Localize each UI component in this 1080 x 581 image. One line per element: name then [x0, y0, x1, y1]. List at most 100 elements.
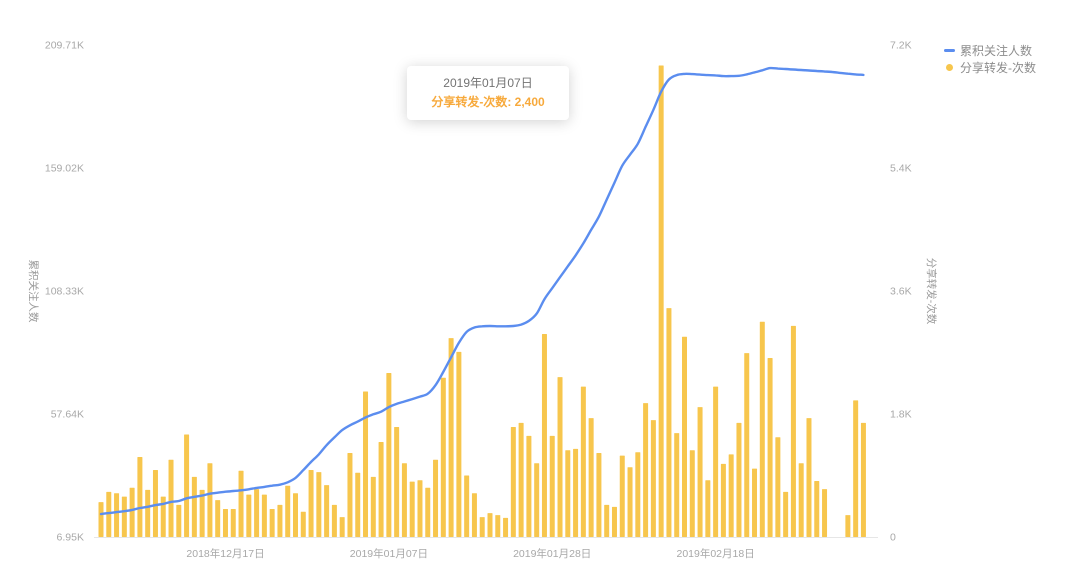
- bar[interactable]: [588, 418, 594, 537]
- bar[interactable]: [697, 407, 703, 537]
- bar[interactable]: [277, 504, 283, 537]
- legend-item-cumulative-followers[interactable]: 累积关注人数: [944, 42, 1036, 59]
- bar[interactable]: [627, 467, 633, 537]
- bar[interactable]: [184, 434, 190, 538]
- bar[interactable]: [814, 480, 820, 537]
- bar[interactable]: [300, 511, 306, 537]
- bar[interactable]: [401, 463, 407, 537]
- bar[interactable]: [363, 391, 369, 537]
- bar[interactable]: [845, 515, 851, 537]
- bar[interactable]: [394, 426, 400, 537]
- bar[interactable]: [98, 502, 104, 537]
- bar[interactable]: [487, 513, 493, 537]
- bar[interactable]: [705, 480, 711, 537]
- bar[interactable]: [222, 508, 228, 537]
- bar[interactable]: [355, 472, 361, 537]
- bar[interactable]: [199, 489, 205, 537]
- bar[interactable]: [860, 422, 866, 537]
- bar[interactable]: [744, 353, 750, 537]
- bar[interactable]: [541, 334, 547, 537]
- bar[interactable]: [440, 377, 446, 537]
- bar[interactable]: [238, 470, 244, 537]
- bar[interactable]: [378, 442, 384, 537]
- bar[interactable]: [736, 422, 742, 537]
- bar[interactable]: [518, 422, 524, 537]
- bar[interactable]: [160, 496, 166, 537]
- bar[interactable]: [674, 433, 680, 537]
- bar[interactable]: [347, 452, 353, 537]
- bar[interactable]: [370, 476, 376, 537]
- bar[interactable]: [145, 489, 151, 537]
- bar[interactable]: [409, 481, 415, 537]
- bar[interactable]: [611, 506, 617, 537]
- bar[interactable]: [106, 491, 112, 537]
- bar[interactable]: [215, 500, 221, 537]
- bar[interactable]: [783, 491, 789, 537]
- bar[interactable]: [230, 508, 236, 537]
- bar[interactable]: [137, 457, 143, 537]
- bar[interactable]: [285, 485, 291, 537]
- bar[interactable]: [790, 325, 796, 537]
- bar[interactable]: [168, 459, 174, 537]
- bar[interactable]: [596, 452, 602, 537]
- bar[interactable]: [207, 463, 213, 537]
- bar[interactable]: [713, 386, 719, 537]
- bar[interactable]: [658, 65, 664, 538]
- bar[interactable]: [176, 504, 182, 537]
- bar[interactable]: [650, 420, 656, 537]
- bar[interactable]: [853, 400, 859, 537]
- bar[interactable]: [798, 463, 804, 537]
- bar[interactable]: [386, 373, 392, 537]
- bar[interactable]: [471, 493, 477, 537]
- bar[interactable]: [456, 351, 462, 537]
- bar[interactable]: [293, 493, 298, 537]
- bar[interactable]: [526, 435, 532, 537]
- bar[interactable]: [759, 321, 765, 537]
- bar[interactable]: [339, 517, 345, 537]
- bar[interactable]: [565, 450, 571, 537]
- bar[interactable]: [666, 308, 672, 537]
- bar[interactable]: [448, 338, 454, 537]
- bar[interactable]: [720, 463, 726, 537]
- bar[interactable]: [331, 504, 337, 537]
- legend-item-share-forward[interactable]: 分享转发-次数: [944, 59, 1036, 76]
- bar[interactable]: [822, 489, 828, 537]
- bar[interactable]: [246, 494, 252, 537]
- bar[interactable]: [433, 459, 439, 537]
- bar[interactable]: [308, 470, 314, 537]
- bar[interactable]: [417, 480, 423, 537]
- bar[interactable]: [261, 494, 267, 537]
- bar[interactable]: [114, 493, 120, 537]
- bar[interactable]: [495, 515, 501, 537]
- bar[interactable]: [324, 485, 330, 537]
- bar[interactable]: [425, 487, 431, 537]
- bar[interactable]: [549, 435, 555, 537]
- bar[interactable]: [806, 418, 812, 537]
- bar[interactable]: [152, 470, 158, 537]
- bar[interactable]: [503, 517, 509, 537]
- bar[interactable]: [573, 448, 579, 537]
- bar[interactable]: [510, 426, 516, 537]
- bar[interactable]: [464, 475, 470, 538]
- bar[interactable]: [557, 377, 563, 537]
- bar[interactable]: [129, 487, 135, 537]
- bar[interactable]: [643, 403, 649, 537]
- bar[interactable]: [775, 437, 781, 537]
- bar[interactable]: [316, 472, 322, 537]
- bar[interactable]: [534, 463, 540, 537]
- bar[interactable]: [752, 468, 758, 537]
- cumulative-followers-line[interactable]: [99, 66, 865, 516]
- bar[interactable]: [619, 455, 625, 537]
- bar[interactable]: [121, 496, 127, 537]
- bar[interactable]: [635, 452, 641, 537]
- bar[interactable]: [604, 504, 610, 537]
- bar[interactable]: [254, 489, 260, 537]
- bar[interactable]: [191, 476, 197, 537]
- bar[interactable]: [580, 386, 586, 537]
- bar[interactable]: [767, 357, 773, 537]
- bar[interactable]: [689, 450, 695, 537]
- bar[interactable]: [682, 336, 687, 537]
- bar[interactable]: [479, 517, 485, 537]
- bar[interactable]: [728, 454, 734, 537]
